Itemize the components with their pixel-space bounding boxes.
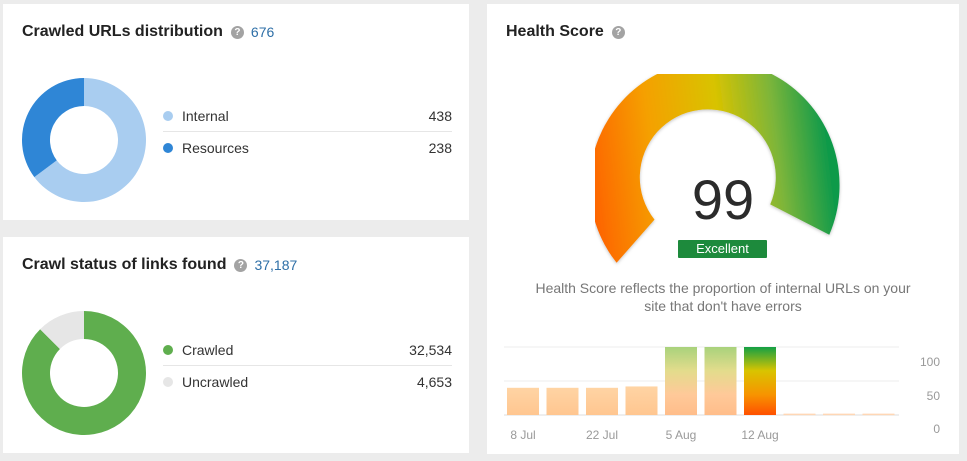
history-bar[interactable] (783, 413, 816, 416)
y-tick-label: 0 (933, 422, 940, 436)
history-bar[interactable] (546, 387, 579, 415)
crawl-status-donut-chart[interactable] (22, 311, 146, 435)
legend-item-crawled[interactable]: Crawled 32,534 (163, 334, 452, 366)
crawl-status-panel: Crawl status of links found ? 37,187 Cra… (3, 237, 469, 453)
legend-label: Crawled (182, 341, 234, 358)
y-tick-label: 50 (927, 389, 941, 403)
legend-dot (163, 110, 173, 121)
crawled-urls-legend: Internal 438 Resources 238 (163, 100, 452, 164)
legend-item-uncrawled[interactable]: Uncrawled 4,653 (163, 366, 452, 398)
history-bar[interactable] (823, 413, 855, 416)
x-tick-label: 12 Aug (741, 428, 778, 442)
total-count[interactable]: 37,187 (254, 257, 298, 273)
legend-dot (163, 377, 173, 387)
donut-slice-resources[interactable] (22, 78, 85, 178)
help-icon[interactable]: ? (611, 25, 625, 39)
legend-dot (163, 143, 173, 153)
history-bar[interactable] (744, 347, 776, 415)
crawl-status-title-row: Crawl status of links found ? 37,187 (22, 256, 297, 274)
history-bar[interactable] (665, 347, 697, 415)
donut-slice-internal[interactable] (34, 78, 146, 202)
health-score-panel: Health Score ? 99 Excellent Health Score… (487, 4, 959, 454)
history-bar[interactable] (586, 387, 618, 415)
crawled-urls-title-row: Crawled URLs distribution ? 676 (22, 23, 274, 41)
panel-title: Crawl status of links found (22, 256, 227, 273)
legend-label: Resources (182, 140, 249, 156)
health-score-title-row: Health Score ? (506, 23, 625, 41)
x-tick-label: 5 Aug (666, 428, 697, 442)
health-score-history-chart[interactable]: 8 Jul 22 Jul 5 Aug 12 Aug 100 50 0 (504, 339, 944, 444)
description-line: site that don't have errors (644, 298, 802, 314)
legend-value: 438 (428, 107, 452, 124)
legend-dot (163, 344, 173, 355)
legend-label: Uncrawled (182, 374, 249, 390)
history-bar[interactable] (862, 413, 895, 416)
y-tick-label: 100 (920, 355, 940, 369)
crawled-urls-panel: Crawled URLs distribution ? 676 Internal… (3, 4, 469, 220)
crawl-status-legend: Crawled 32,534 Uncrawled 4,653 (163, 334, 452, 398)
legend-item-resources[interactable]: Resources 238 (163, 132, 452, 164)
panel-title: Crawled URLs distribution (22, 23, 223, 40)
x-tick-label: 8 Jul (510, 428, 535, 442)
description-line: Health Score reflects the proportion of … (535, 280, 911, 296)
help-icon[interactable]: ? (230, 25, 244, 39)
legend-value: 238 (428, 140, 452, 156)
donut-slice-uncrawled[interactable] (40, 311, 84, 349)
history-bar[interactable] (507, 387, 539, 415)
rating-badge: Excellent (678, 240, 767, 258)
legend-item-internal[interactable]: Internal 438 (163, 100, 452, 132)
help-icon[interactable]: ? (234, 258, 248, 272)
history-bar[interactable] (704, 347, 737, 415)
health-score-value: 99 (691, 168, 755, 231)
x-tick-label: 22 Jul (586, 428, 618, 442)
panel-title: Health Score (506, 23, 604, 40)
donut-slice-crawled[interactable] (22, 311, 146, 435)
legend-value: 32,534 (409, 341, 452, 358)
health-score-gauge (595, 74, 840, 263)
health-score-description: Health Score reflects the proportion of … (517, 279, 929, 315)
total-count[interactable]: 676 (250, 24, 275, 40)
legend-label: Internal (182, 107, 229, 124)
gauge-arc (595, 74, 840, 263)
history-bar[interactable] (625, 386, 658, 415)
legend-value: 4,653 (416, 374, 452, 390)
crawled-urls-donut-chart[interactable] (22, 78, 146, 202)
